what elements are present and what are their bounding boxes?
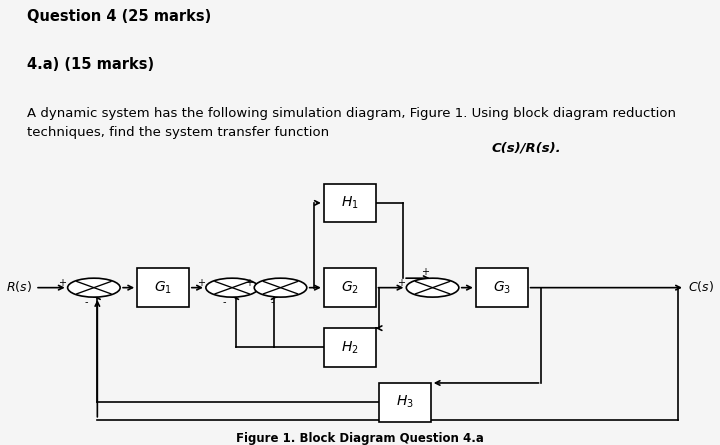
Text: A dynamic system has the following simulation diagram, Figure 1. Using block dia: A dynamic system has the following simul…: [27, 107, 676, 139]
Text: -: -: [222, 297, 226, 307]
FancyBboxPatch shape: [476, 268, 528, 307]
Text: +: +: [197, 278, 204, 288]
Text: $R(s)$: $R(s)$: [6, 279, 32, 294]
FancyBboxPatch shape: [137, 268, 189, 307]
Text: +: +: [420, 267, 428, 276]
Text: -: -: [271, 297, 274, 307]
Text: $C(s)$: $C(s)$: [688, 279, 714, 294]
Circle shape: [406, 278, 459, 297]
Text: $H_2$: $H_2$: [341, 339, 359, 356]
Text: C(s)/R(s).: C(s)/R(s).: [492, 142, 562, 154]
FancyBboxPatch shape: [379, 383, 431, 421]
Text: Question 4 (25 marks): Question 4 (25 marks): [27, 9, 212, 24]
Text: $G_3$: $G_3$: [492, 279, 510, 296]
Text: -: -: [84, 297, 88, 307]
Text: +: +: [397, 278, 405, 288]
Circle shape: [254, 278, 307, 297]
FancyBboxPatch shape: [324, 268, 376, 307]
FancyBboxPatch shape: [324, 184, 376, 222]
Text: Figure 1. Block Diagram Question 4.a: Figure 1. Block Diagram Question 4.a: [236, 432, 484, 445]
Text: $H_3$: $H_3$: [396, 394, 414, 410]
Text: +: +: [245, 278, 253, 288]
Text: $G_1$: $G_1$: [154, 279, 172, 296]
Text: 4.a) (15 marks): 4.a) (15 marks): [27, 57, 155, 72]
Text: $G_2$: $G_2$: [341, 279, 359, 296]
Circle shape: [68, 278, 120, 297]
Text: $H_1$: $H_1$: [341, 195, 359, 211]
FancyBboxPatch shape: [324, 328, 376, 367]
Circle shape: [206, 278, 258, 297]
Text: +: +: [58, 278, 66, 288]
